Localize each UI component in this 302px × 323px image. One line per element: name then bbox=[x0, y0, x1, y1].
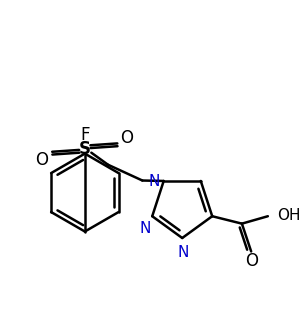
Text: O: O bbox=[246, 252, 259, 270]
Text: N: N bbox=[139, 221, 150, 236]
Text: O: O bbox=[35, 151, 48, 169]
Text: N: N bbox=[149, 174, 160, 189]
Text: S: S bbox=[79, 140, 91, 158]
Text: O: O bbox=[120, 129, 133, 147]
Text: F: F bbox=[80, 126, 90, 144]
Text: OH: OH bbox=[277, 208, 300, 223]
Text: N: N bbox=[178, 245, 189, 259]
